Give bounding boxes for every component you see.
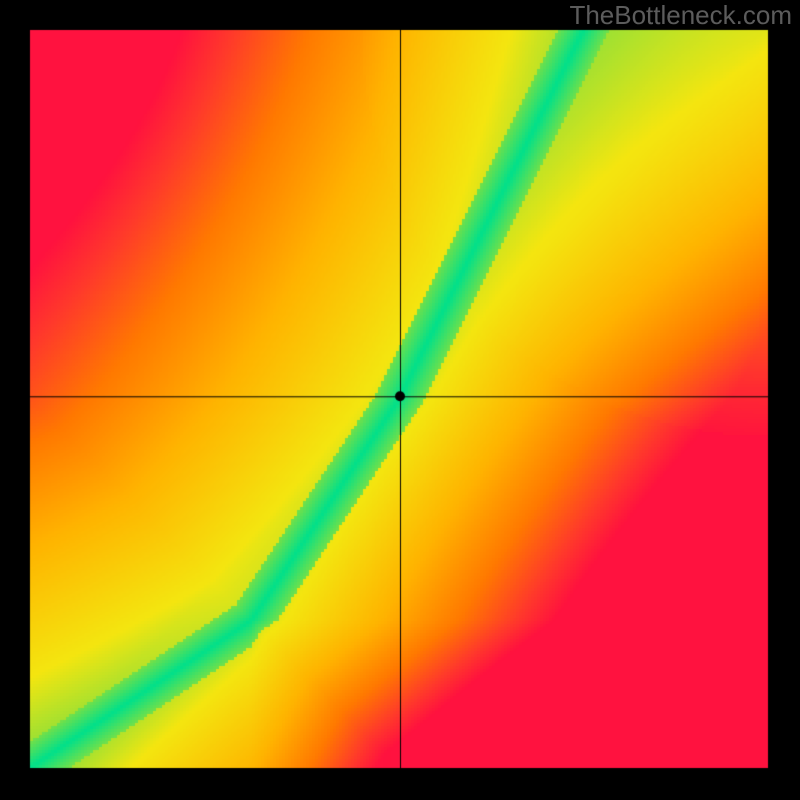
bottleneck-heatmap <box>0 0 800 800</box>
chart-container: TheBottleneck.com <box>0 0 800 800</box>
